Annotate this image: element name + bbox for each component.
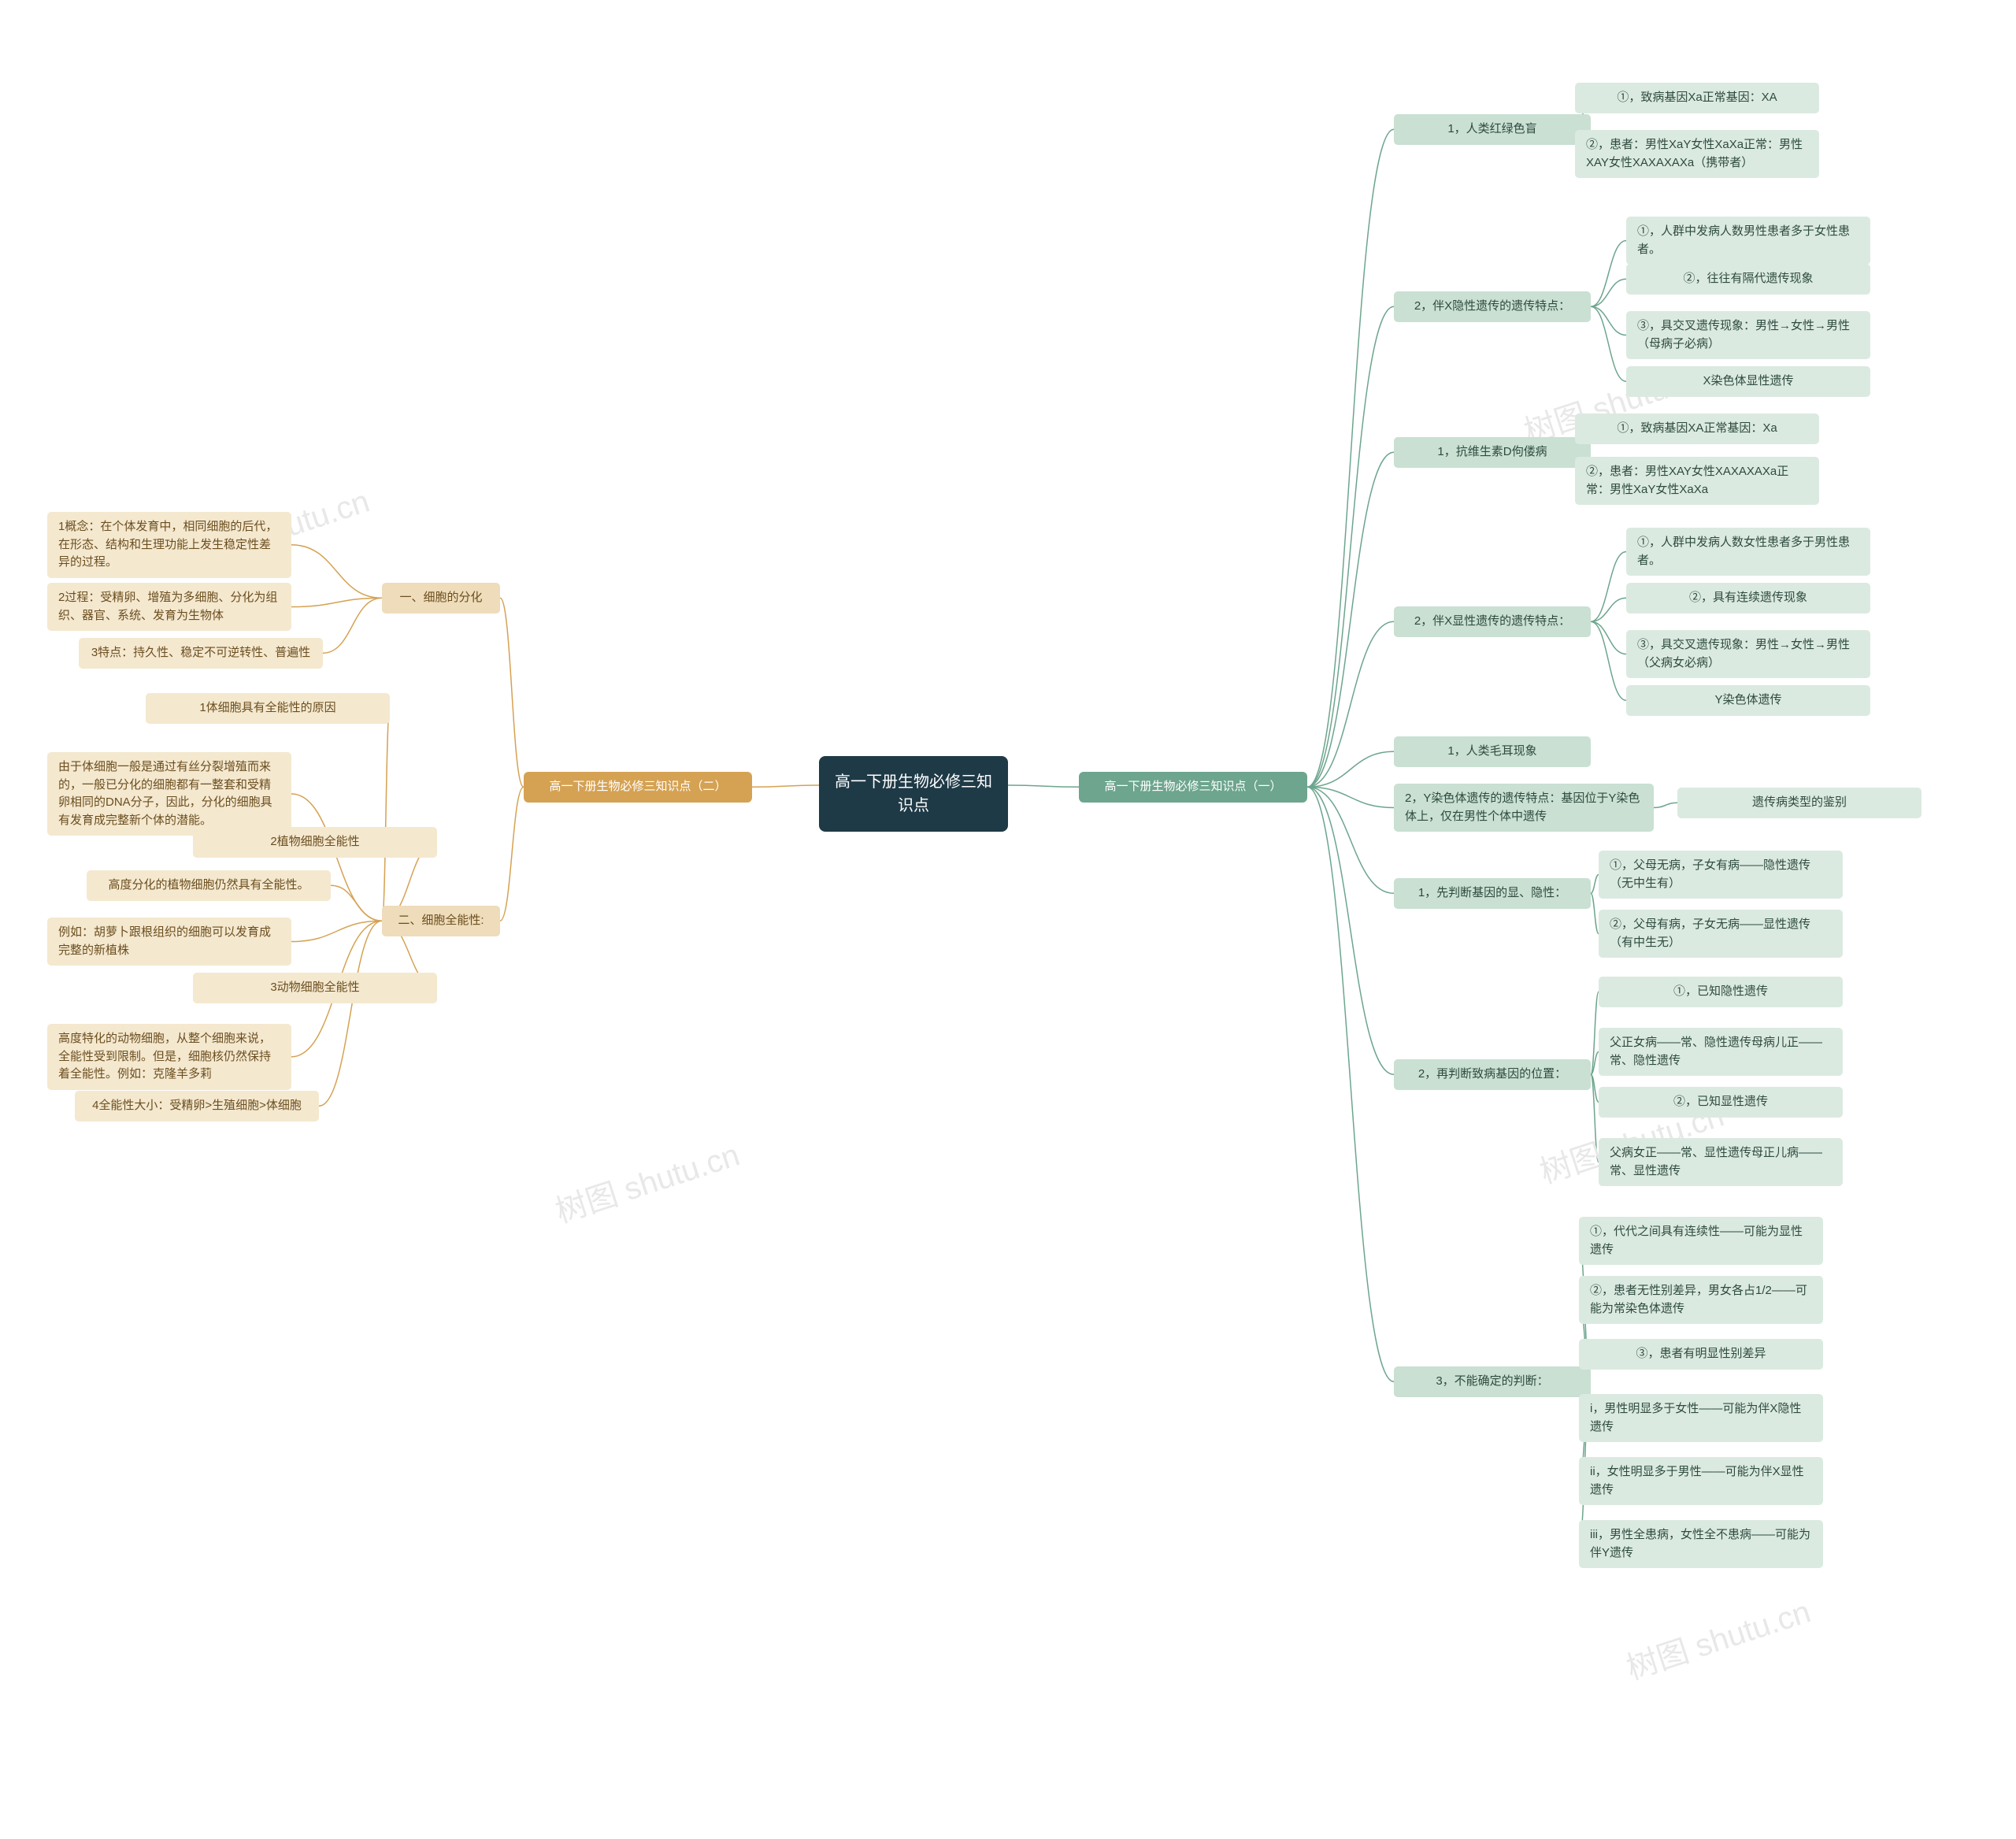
right-leaf-3-2: ③，具交叉遗传现象：男性→女性→男性（父病女必病） <box>1626 630 1870 678</box>
left-sec-0: 一、细胞的分化 <box>382 583 500 614</box>
left-leaf-1-7: 4全能性大小：受精卵>生殖细胞>体细胞 <box>75 1091 319 1122</box>
right-leaf-1-1: ②，往往有隔代遗传现象 <box>1626 264 1870 295</box>
right-sec-8: 3，不能确定的判断： <box>1394 1366 1591 1397</box>
branch-right: 高一下册生物必修三知识点（一） <box>1079 772 1307 803</box>
left-leaf-1-5: 3动物细胞全能性 <box>193 973 437 1003</box>
right-leaf-8-5: iii，男性全患病，女性全不患病——可能为伴Y遗传 <box>1579 1520 1823 1568</box>
right-leaf-7-0: ①，已知隐性遗传 <box>1599 977 1843 1007</box>
right-leaf-5-0: 遗传病类型的鉴别 <box>1677 788 1922 818</box>
right-leaf-2-0: ①，致病基因XA正常基因：Xa <box>1575 413 1819 444</box>
right-sec-1: 2，伴X隐性遗传的遗传特点： <box>1394 291 1591 322</box>
left-leaf-0-0: 1概念：在个体发育中，相同细胞的后代，在形态、结构和生理功能上发生稳定性差异的过… <box>47 512 291 578</box>
right-leaf-8-2: ③，患者有明显性别差异 <box>1579 1339 1823 1370</box>
left-leaf-1-6: 高度特化的动物细胞，从整个细胞来说，全能性受到限制。但是，细胞核仍然保持着全能性… <box>47 1024 291 1090</box>
left-leaf-0-1: 2过程：受精卵、增殖为多细胞、分化为组织、器官、系统、发育为生物体 <box>47 583 291 631</box>
right-leaf-6-1: ②，父母有病，子女无病——显性遗传（有中生无） <box>1599 910 1843 958</box>
left-leaf-1-4: 例如：胡萝卜跟根组织的细胞可以发育成完整的新植株 <box>47 918 291 966</box>
right-sec-2: 1，抗维生素D佝偻病 <box>1394 437 1591 468</box>
right-leaf-2-1: ②，患者：男性XAY女性XAXAXAXa正常：男性XaY女性XaXa <box>1575 457 1819 505</box>
right-leaf-8-0: ①，代代之间具有连续性——可能为显性遗传 <box>1579 1217 1823 1265</box>
right-sec-4: 1，人类毛耳现象 <box>1394 736 1591 767</box>
right-sec-5: 2，Y染色体遗传的遗传特点：基因位于Y染色体上，仅在男性个体中遗传 <box>1394 784 1654 832</box>
right-leaf-6-0: ①，父母无病，子女有病——隐性遗传（无中生有） <box>1599 851 1843 899</box>
right-leaf-7-1: 父正女病——常、隐性遗传母病儿正——常、隐性遗传 <box>1599 1028 1843 1076</box>
right-leaf-1-3: X染色体显性遗传 <box>1626 366 1870 397</box>
right-leaf-3-3: Y染色体遗传 <box>1626 685 1870 716</box>
left-leaf-1-1: 由于体细胞一般是通过有丝分裂增殖而来的，一般已分化的细胞都有一整套和受精卵相同的… <box>47 752 291 836</box>
left-sec-1: 二、细胞全能性: <box>382 906 500 936</box>
branch-left: 高一下册生物必修三知识点（二） <box>524 772 752 803</box>
right-leaf-7-2: ②，已知显性遗传 <box>1599 1087 1843 1118</box>
right-sec-3: 2，伴X显性遗传的遗传特点： <box>1394 606 1591 637</box>
left-leaf-1-0: 1体细胞具有全能性的原因 <box>146 693 390 724</box>
right-leaf-0-1: ②，患者：男性XaY女性XaXa正常：男性XAY女性XAXAXAXa（携带者） <box>1575 130 1819 178</box>
right-leaf-7-3: 父病女正——常、显性遗传母正儿病——常、显性遗传 <box>1599 1138 1843 1186</box>
left-leaf-1-2: 2植物细胞全能性 <box>193 827 437 858</box>
right-leaf-3-0: ①，人群中发病人数女性患者多于男性患者。 <box>1626 528 1870 576</box>
right-leaf-8-4: ii，女性明显多于男性——可能为伴X显性遗传 <box>1579 1457 1823 1505</box>
right-leaf-8-3: i，男性明显多于女性——可能为伴X隐性遗传 <box>1579 1394 1823 1442</box>
right-leaf-0-0: ①，致病基因Xa正常基因：XA <box>1575 83 1819 113</box>
right-leaf-1-2: ③，具交叉遗传现象：男性→女性→男性（母病子必病） <box>1626 311 1870 359</box>
right-sec-0: 1，人类红绿色盲 <box>1394 114 1591 145</box>
right-sec-7: 2，再判断致病基因的位置： <box>1394 1059 1591 1090</box>
root-node: 高一下册生物必修三知识点 <box>819 756 1008 832</box>
right-leaf-1-0: ①，人群中发病人数男性患者多于女性患者。 <box>1626 217 1870 265</box>
right-sec-6: 1，先判断基因的显、隐性： <box>1394 878 1591 909</box>
right-leaf-3-1: ②，具有连续遗传现象 <box>1626 583 1870 614</box>
left-leaf-0-2: 3特点：持久性、稳定不可逆转性、普遍性 <box>79 638 323 669</box>
left-leaf-1-3: 高度分化的植物细胞仍然具有全能性。 <box>87 870 331 901</box>
right-leaf-8-1: ②，患者无性别差异，男女各占1/2——可能为常染色体遗传 <box>1579 1276 1823 1324</box>
